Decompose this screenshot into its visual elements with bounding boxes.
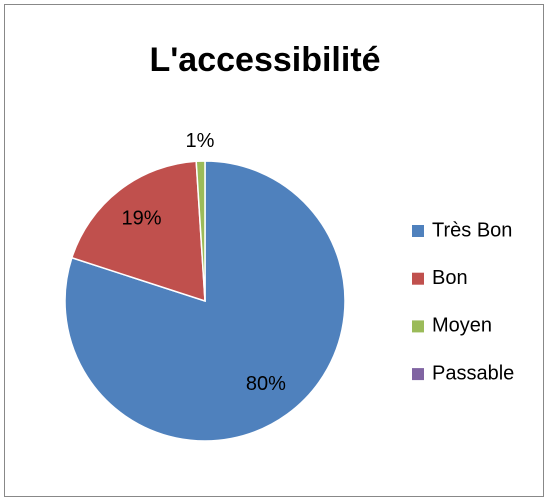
data-label: 80%: [246, 373, 286, 395]
pie-slice: [195, 160, 206, 302]
legend-swatch: [412, 368, 424, 381]
pie-slice: [70, 160, 206, 303]
legend-label: Passable: [432, 362, 514, 384]
legend-label: Bon: [432, 267, 468, 289]
data-label: 1%: [186, 130, 215, 152]
legend-swatch: [412, 272, 424, 285]
data-label: 19%: [121, 207, 161, 229]
chart-title: L'accessibilité: [149, 41, 380, 79]
legend-swatch: [412, 320, 424, 333]
legend-label: Très Bon: [432, 219, 512, 241]
legend-label: Moyen: [432, 315, 492, 337]
legend-swatch: [412, 225, 424, 237]
